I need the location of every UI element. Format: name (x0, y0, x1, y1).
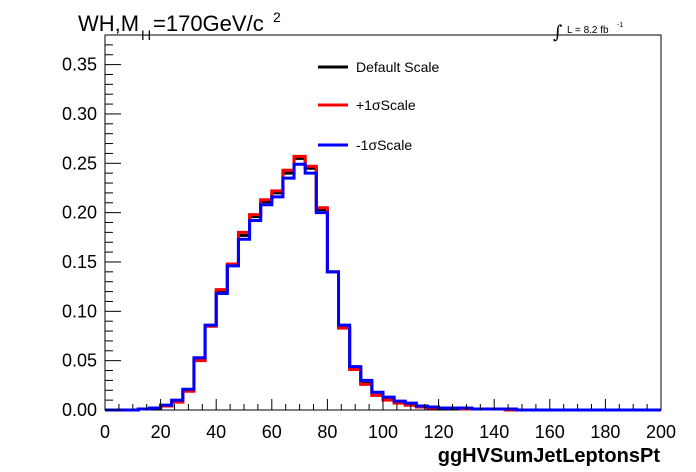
luminosity-text: L = 8.2 fb (567, 25, 609, 36)
x-tick-label: 0 (100, 422, 110, 442)
legend-label-2: -1σScale (356, 137, 412, 153)
x-tick-label: 80 (317, 422, 337, 442)
y-tick-label: 0.00 (62, 400, 97, 420)
x-tick-label: 120 (424, 422, 454, 442)
y-tick-label: 0.25 (62, 153, 97, 173)
x-tick-label: 100 (368, 422, 398, 442)
y-tick-label: 0.10 (62, 301, 97, 321)
title-rest: =170GeV/c (153, 11, 264, 36)
integral-symbol: ∫ (553, 22, 563, 43)
title-main: WH,M (78, 11, 139, 36)
x-tick-label: 160 (535, 422, 565, 442)
y-tick-label: 0.15 (62, 252, 97, 272)
y-tick-label: 0.30 (62, 104, 97, 124)
y-tick-label: 0.35 (62, 55, 97, 75)
y-tick-label: 0.05 (62, 351, 97, 371)
legend-label-1: +1σScale (356, 97, 416, 113)
legend: Default Scale +1σScale -1σScale (318, 59, 439, 153)
x-tick-label: 200 (646, 422, 676, 442)
series-layer (105, 154, 661, 412)
x-tick-label: 60 (262, 422, 282, 442)
x-tick-label: 140 (479, 422, 509, 442)
x-tick-label: 20 (151, 422, 171, 442)
legend-label-0: Default Scale (356, 59, 439, 75)
title-superscript: 2 (273, 9, 281, 25)
axes-layer: 0 20 40 60 80 100 120 140 160 180 200 0.00 0.05 0.10 0… (62, 34, 676, 442)
luminosity-label: ∫ L = 8.2 fb -1 (553, 22, 623, 43)
series-line-2 (105, 162, 661, 412)
y-tick-label: 0.20 (62, 203, 97, 223)
x-tick-label: 180 (590, 422, 620, 442)
x-tick-label: 40 (206, 422, 226, 442)
x-axis-label: ggHVSumJetLeptonsPt (438, 445, 661, 467)
luminosity-superscript: -1 (617, 22, 623, 29)
